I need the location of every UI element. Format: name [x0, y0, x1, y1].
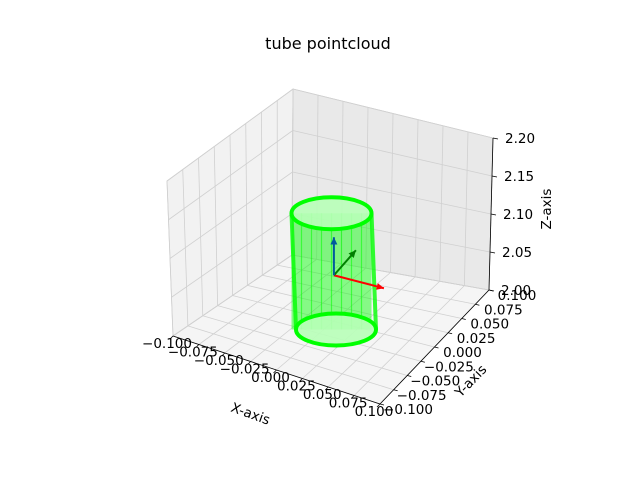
- z-axis-label: Z-axis: [539, 189, 555, 230]
- x-tick-mark: [195, 344, 200, 348]
- z-tick-label: 2.15: [504, 169, 534, 185]
- z-tick-label: 2.05: [502, 245, 532, 261]
- x-tick-label: 0.025: [277, 379, 316, 395]
- x-tick-label: −0.050: [194, 353, 244, 369]
- y-tick-label: 0.025: [457, 331, 496, 347]
- x-tick-label: 0.050: [303, 387, 342, 403]
- grid-line-z: [292, 171, 492, 215]
- x-tick-mark: [299, 378, 303, 382]
- y-tick-label: 0.000: [443, 345, 482, 361]
- frame-arrow-x: [333, 274, 385, 290]
- z-tick-label: 2.10: [503, 207, 533, 223]
- tube-edge-right: [369, 213, 378, 330]
- grid-line-z: [291, 254, 490, 291]
- z-tick-mark: [489, 251, 496, 254]
- x-tick-label: 0.100: [355, 404, 394, 420]
- tube-edge-left: [289, 213, 298, 330]
- y-tick-mark: [434, 346, 439, 349]
- z-tick-label: 2.20: [505, 131, 535, 147]
- y-tick-mark: [475, 303, 480, 306]
- y-tick-mark: [407, 375, 412, 377]
- x-axis-label: X-axis: [229, 400, 273, 429]
- y-tick-label: 0.100: [498, 288, 537, 304]
- x-tick-mark: [324, 386, 329, 391]
- y-tick-label: 0.075: [484, 302, 523, 318]
- frame-arrowhead-y: [348, 250, 356, 258]
- chart-title: tube pointcloud: [265, 34, 391, 53]
- y-tick-mark: [379, 403, 385, 406]
- z-tick-mark: [492, 137, 499, 140]
- y-tick-mark: [448, 332, 453, 335]
- y-tick-mark: [461, 318, 466, 320]
- x-tick-label: 0.000: [251, 370, 290, 386]
- tube-bottom-ring: [294, 311, 378, 348]
- frame-arrowhead-x: [376, 283, 384, 290]
- y-tick-label: −0.025: [424, 359, 474, 375]
- x-tick-label: −0.025: [220, 362, 270, 378]
- grid-line-z: [292, 130, 493, 177]
- coordinate-frame: [330, 237, 385, 290]
- y-tick-mark: [420, 360, 425, 363]
- y-tick-label: −0.075: [397, 388, 447, 404]
- grid-line-z: [168, 130, 293, 221]
- grid-line-z: [292, 88, 494, 139]
- y-tick-mark: [393, 389, 398, 392]
- axes-group: −0.100−0.075−0.050−0.0250.0000.0250.0500…: [142, 131, 536, 420]
- x-tick-mark: [247, 361, 251, 365]
- y-tick-label: 0.050: [470, 317, 509, 333]
- x-tick-label: −0.100: [142, 336, 192, 352]
- x-tick-mark: [169, 335, 174, 340]
- x-tick-label: −0.075: [168, 345, 218, 361]
- grid-line-z: [169, 171, 293, 259]
- grid-line-z: [171, 213, 293, 298]
- grid-line-z: [166, 88, 294, 182]
- x-tick-mark: [376, 403, 381, 408]
- y-tick-label: −0.100: [383, 402, 433, 418]
- x-tick-mark: [273, 369, 277, 374]
- grid-line-z: [172, 254, 293, 337]
- z-tick-mark: [488, 289, 495, 292]
- z-tick-mark: [491, 175, 498, 178]
- x-tick-label: 0.075: [329, 396, 368, 412]
- x-tick-mark: [221, 352, 226, 357]
- tube-top-ring: [289, 195, 374, 232]
- z-tick-mark: [490, 213, 497, 216]
- x-tick-mark: [350, 395, 355, 399]
- frame-arrowhead-z: [330, 237, 338, 245]
- z-tick-label: 2.00: [501, 283, 531, 299]
- tube-pointcloud: [289, 195, 378, 348]
- y-tick-label: −0.050: [410, 374, 460, 390]
- grid-line-y: [187, 325, 394, 391]
- grid-line-y: [202, 315, 408, 376]
- grid-line-y: [247, 284, 449, 334]
